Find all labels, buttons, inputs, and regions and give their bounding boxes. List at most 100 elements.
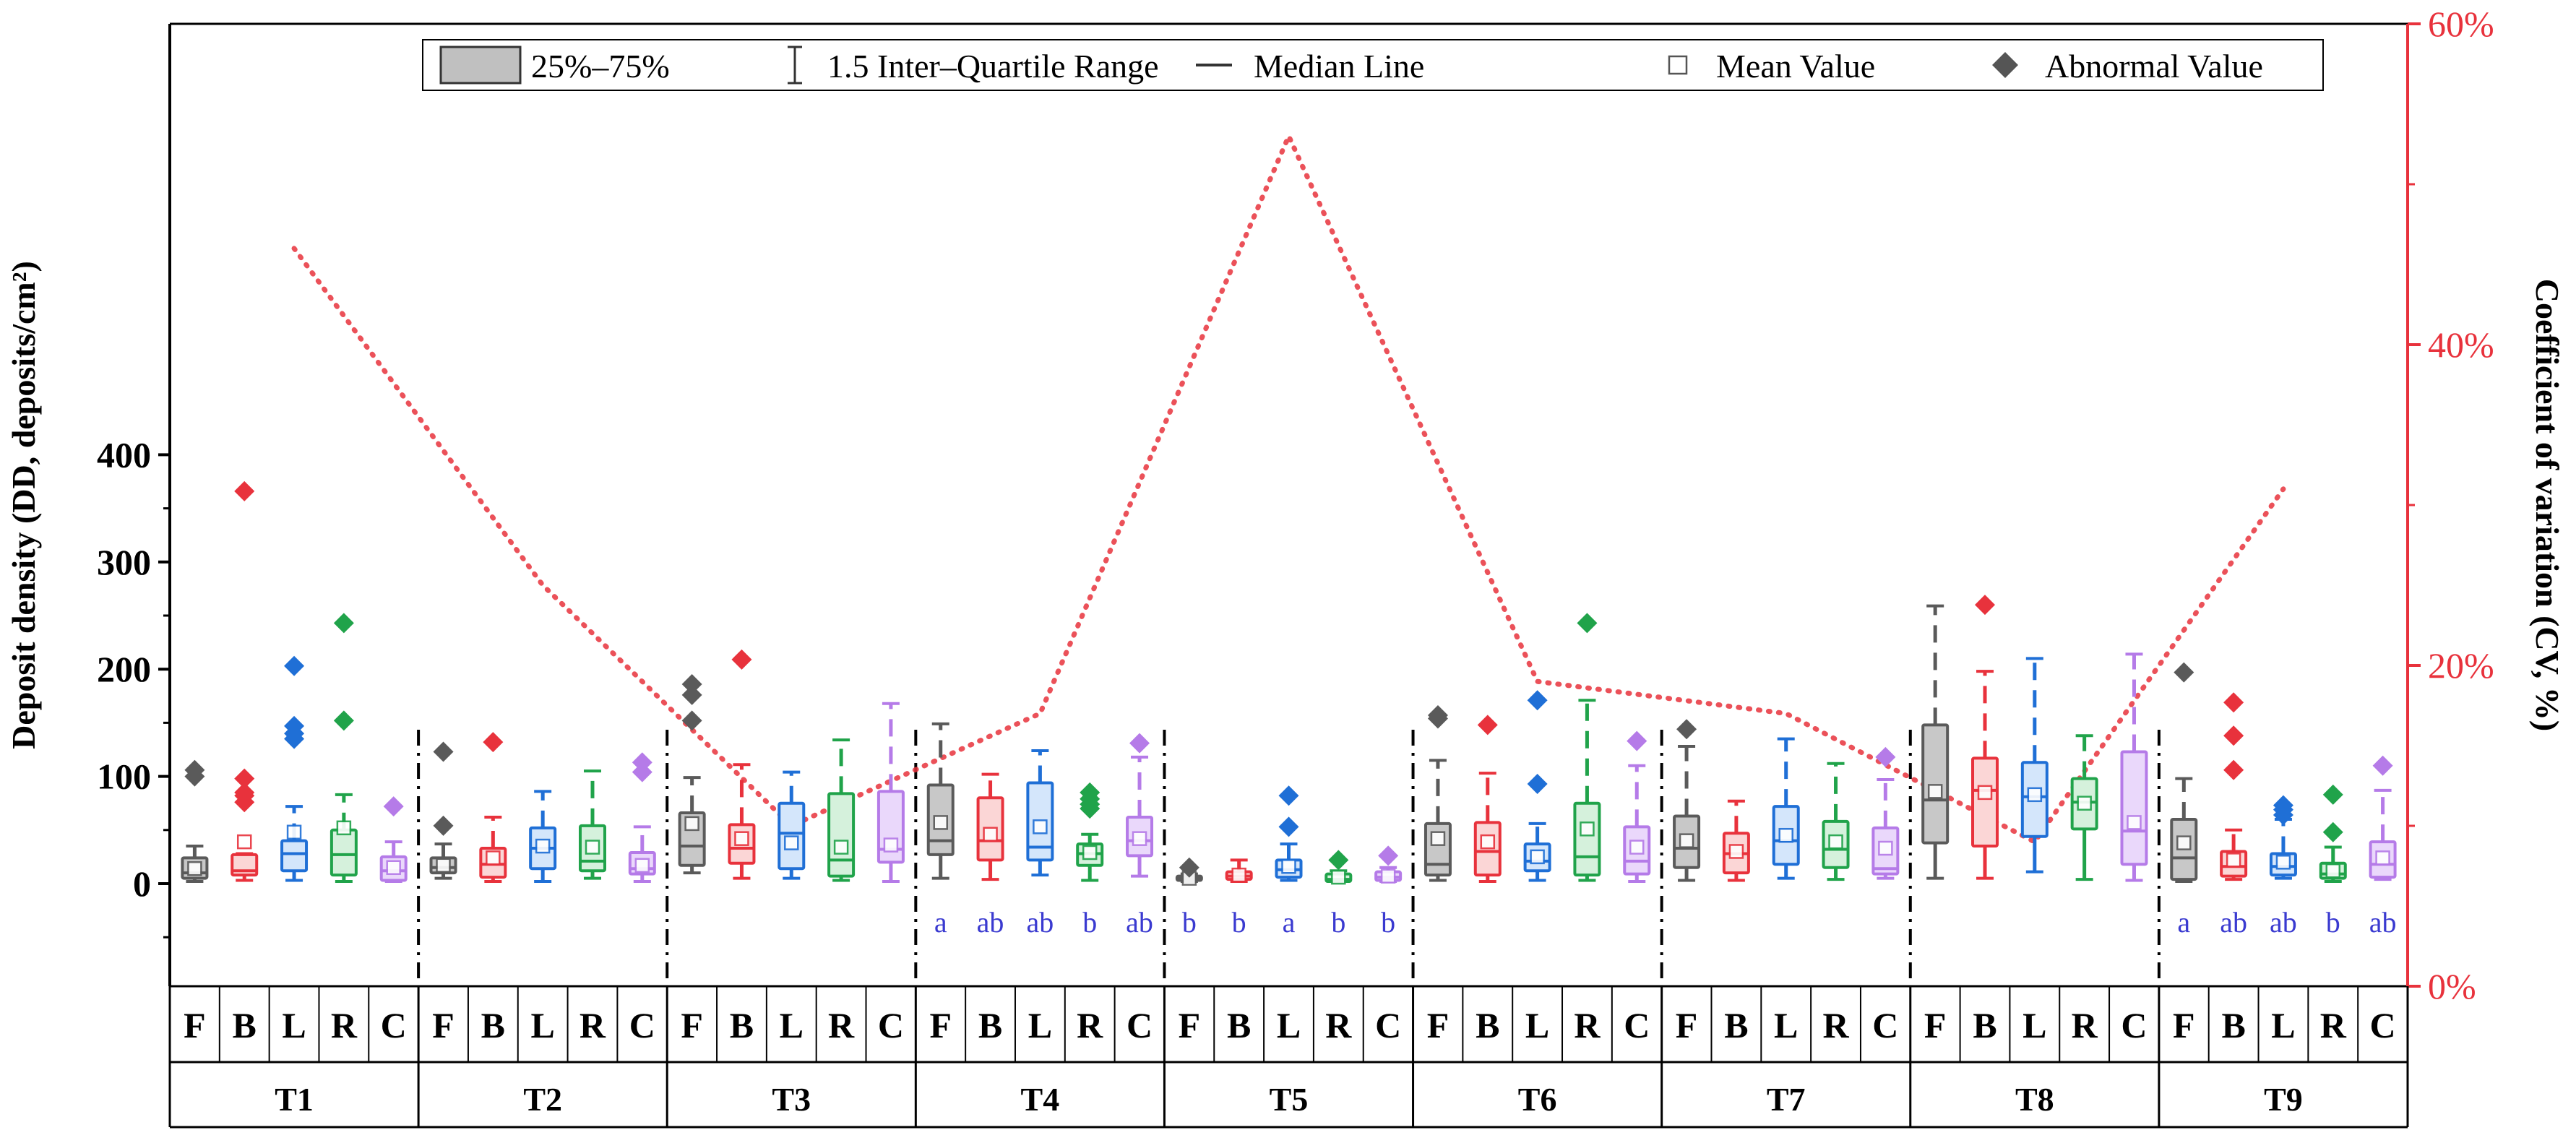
position-label: C — [878, 1005, 904, 1045]
outlier-point — [1179, 857, 1199, 878]
outlier-point — [731, 649, 752, 670]
position-label: B — [730, 1005, 754, 1045]
y2-tick-label: 0% — [2428, 966, 2476, 1006]
outlier-point — [1427, 705, 1448, 726]
iqr-box — [1921, 723, 1950, 845]
group-label: T6 — [1518, 1081, 1557, 1118]
group-label: T9 — [2264, 1081, 2303, 1118]
position-label: F — [929, 1005, 952, 1045]
mean-marker — [983, 827, 998, 842]
box-t2-b — [479, 732, 507, 884]
outlier-point — [383, 796, 404, 817]
outlier-point — [1080, 782, 1100, 803]
outlier-point — [234, 480, 255, 501]
y-tick-label: 0 — [133, 863, 151, 904]
position-label: C — [1872, 1005, 1898, 1045]
legend-item-box: 25%–75% — [439, 46, 670, 85]
position-label: C — [1127, 1005, 1153, 1045]
y2-tick-label: 40% — [2428, 324, 2494, 365]
box-t6-r — [1573, 613, 1601, 882]
mean-marker — [1778, 827, 1793, 843]
position-label: F — [1427, 1005, 1449, 1045]
outlier-point — [433, 815, 454, 836]
outlier-point — [483, 732, 504, 753]
position-label: L — [530, 1005, 554, 1045]
box-t1-l — [280, 655, 309, 882]
mean-marker — [1977, 785, 1993, 801]
outlier-point — [1975, 595, 1996, 616]
group-t6 — [1423, 613, 1651, 884]
position-label: L — [1774, 1005, 1798, 1045]
outlier-point — [1676, 719, 1697, 740]
significance-letter: b — [1331, 906, 1345, 939]
mean-marker — [1927, 784, 1943, 799]
legend-swatch-outlier — [1992, 52, 2018, 78]
position-label: C — [1375, 1005, 1401, 1045]
outlier-point — [184, 759, 205, 780]
group-t9: a ab ab b ab — [2170, 662, 2397, 939]
iqr-box — [827, 792, 856, 878]
mean-marker — [784, 835, 799, 850]
box-t3-c — [876, 702, 905, 884]
box-t5-r: b — [1324, 850, 1353, 939]
y2-tick-label: 60% — [2428, 4, 2494, 44]
box-layer: a ab ab b ab b b a b b a ab ab b ab — [181, 480, 2397, 939]
box-t9-b: ab — [2220, 692, 2248, 939]
group-t2 — [429, 732, 656, 884]
box-t7-f — [1673, 719, 1701, 882]
group-label: T2 — [523, 1081, 562, 1118]
y-tick-label: 200 — [97, 649, 151, 689]
box-t8-l — [2020, 657, 2049, 874]
significance-letter: a — [934, 906, 947, 939]
group-label: T8 — [2015, 1081, 2054, 1118]
position-label: C — [1624, 1005, 1650, 1045]
position-label: R — [1822, 1005, 1849, 1045]
mean-marker — [336, 820, 352, 836]
box-t7-l — [1772, 737, 1800, 880]
outlier-point — [234, 768, 255, 789]
box-t6-f — [1423, 705, 1452, 882]
mean-marker — [1728, 844, 1744, 859]
iqr-box — [280, 839, 309, 873]
outlier-point — [681, 710, 702, 731]
mean-marker — [286, 824, 302, 840]
legend-label: 1.5 Inter–Quartile Range — [827, 48, 1159, 85]
box-t4-b: ab — [976, 772, 1004, 939]
box-t8-f — [1921, 604, 1950, 880]
position-label: B — [2221, 1005, 2245, 1045]
position-label: F — [681, 1005, 703, 1045]
mean-marker — [1331, 869, 1346, 885]
mean-marker — [1828, 834, 1843, 850]
outlier-point — [632, 752, 652, 773]
box-t5-l: a — [1275, 785, 1303, 939]
mean-marker — [2275, 855, 2291, 870]
significance-letter: ab — [977, 906, 1004, 939]
mean-marker — [1033, 819, 1048, 834]
box-t4-f: a — [926, 722, 955, 939]
box-t1-c — [379, 796, 408, 884]
box-t8-b — [1971, 595, 1999, 880]
group-t3 — [678, 649, 905, 884]
position-label: L — [780, 1005, 804, 1045]
group-t7 — [1673, 719, 1900, 882]
significance-letter: a — [1283, 906, 1296, 939]
position-label: L — [2023, 1005, 2046, 1045]
outlier-point — [2372, 755, 2393, 776]
legend-item-mean: Mean Value — [1668, 48, 1875, 85]
box-t9-c: ab — [2369, 755, 2397, 939]
group-label: T1 — [275, 1081, 314, 1118]
legend-label: Median Line — [1254, 48, 1424, 85]
group-t1 — [181, 480, 408, 884]
outlier-point — [2223, 692, 2244, 713]
legend-label: 25%–75% — [531, 48, 670, 85]
mean-marker — [1679, 833, 1694, 848]
box-t1-r — [329, 613, 358, 884]
outlier-point — [333, 613, 354, 634]
group-label: T7 — [1767, 1081, 1806, 1118]
legend-swatch-box — [439, 46, 522, 85]
mean-marker — [236, 834, 252, 850]
significance-letter: b — [1232, 906, 1246, 939]
outlier-point — [1129, 733, 1150, 754]
